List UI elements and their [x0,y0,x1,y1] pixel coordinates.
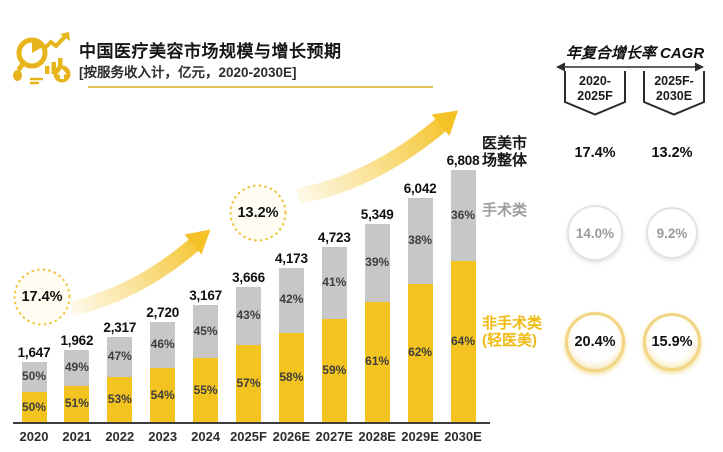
cagr-column-label: 2020- 2025F [577,74,613,103]
dotted-circle-icon [229,184,287,242]
bar-pct-label-nonsurgical: 50% [21,399,47,414]
bar-segment-surgical [64,350,90,386]
page-title: 中国医疗美容市场规模与增长预期 [79,42,342,61]
bar-pct-label-surgical: 36% [450,207,476,222]
bar-segment-surgical [236,286,261,346]
bar-total-label: 5,349 [360,207,394,223]
bar-total-label: 6,808 [446,153,480,168]
bar-total-label: 2,720 [146,304,180,320]
bar-pct-label-surgical: 41% [322,275,347,290]
bar-segment-nonsurgical [278,333,304,423]
bar-total-label: 3,666 [232,269,265,285]
bar-segment-surgical [21,361,47,393]
bar-segment-surgical [450,170,476,262]
bar-pct-label-nonsurgical: 53% [107,392,132,407]
cagr-circle-surgical-1: 14.0% [567,205,623,261]
x-axis-label: 2027E [315,429,354,444]
bar-total-label: 3,167 [189,288,222,304]
bar-pct-label-nonsurgical: 54% [150,387,175,402]
bar-segment-nonsurgical [407,283,433,423]
bar-total-label: 1,647 [17,344,51,360]
page-subtitle: [按服务收入计，亿元，2020-2030E] [79,65,297,80]
bar-segment-surgical [321,247,347,320]
cagr-column-label: 2025F- 2030E [654,74,694,103]
bar-pct-label-surgical: 42% [279,292,304,307]
header-divider-line [88,86,433,88]
bar-segment-nonsurgical [364,301,390,423]
banner-ribbon-icon [564,71,626,116]
dotted-circle-icon [13,268,71,326]
bar-pct-label-nonsurgical: 64% [450,334,476,349]
bar-pct-label-nonsurgical: 62% [408,345,433,360]
bar-pct-label-nonsurgical: 51% [64,396,89,411]
x-axis-line [13,422,490,424]
bar-segment-surgical [278,267,304,334]
x-axis-label: 2023 [148,429,178,444]
series-label-surgical: 手术类 [482,202,528,219]
bar-total-label: 2,317 [103,319,137,335]
bar-segment-nonsurgical [236,345,261,423]
bar-pct-label-surgical: 46% [150,337,175,352]
bar-pct-label-nonsurgical: 55% [193,382,218,397]
growth-badge-value: 13.2% [237,205,279,221]
bar-pct-label-nonsurgical: 61% [365,354,390,369]
bar-segment-surgical [364,224,390,302]
bar-segment-nonsurgical [450,261,476,423]
bar-segment-nonsurgical [193,358,219,423]
growth-badge-2020-2025: 17.4% [12,267,72,327]
bar-pct-label-surgical: 43% [236,308,261,323]
cagr-circle-surgical-2: 9.2% [646,207,698,259]
bar-pct-label-nonsurgical: 57% [236,376,261,391]
bar-pct-label-surgical: 39% [365,254,390,269]
x-axis-label: 2022 [105,429,135,444]
bar-total-label: 1,962 [60,333,94,349]
x-axis-label: 2024 [191,429,221,444]
bar-pct-label-surgical: 45% [193,323,218,338]
bar-segment-nonsurgical [321,319,347,423]
bar-total-label: 4,173 [274,250,308,266]
banner-ribbon-icon [643,71,705,116]
bar-segment-surgical [150,321,176,369]
bar-segment-surgical [193,305,219,359]
bar-pct-label-surgical: 38% [408,233,433,248]
bar-pct-label-surgical: 49% [64,359,89,374]
double-arrow-icon [556,62,704,72]
bar-total-label: 6,042 [403,181,437,197]
x-axis-label: 2030E [444,429,482,444]
bar-pct-label-surgical: 50% [21,369,47,384]
x-axis-label: 2020 [19,429,49,444]
x-axis-label: 2025F [230,429,267,444]
x-axis-label: 2029E [401,429,439,444]
bar-segment-nonsurgical [21,392,47,423]
bar-pct-label-surgical: 47% [107,349,132,364]
cagr-column-banner-1: 2020- 2025F [562,71,628,121]
cagr-panel-title: 年复合增长率 CAGR [565,45,705,62]
growth-badge-value: 17.4% [21,289,63,305]
x-axis-label: 2021 [62,429,92,444]
bar-pct-label-nonsurgical: 58% [279,370,304,385]
bar-segment-surgical [107,336,133,378]
cagr-value-market-total-1: 17.4% [574,145,616,161]
bar-segment-nonsurgical [107,377,133,423]
growth-badge-2025-2030: 13.2% [228,183,288,243]
x-axis-label: 2026E [272,429,311,444]
cagr-column-banner-2: 2025F- 2030E [641,71,707,121]
bar-segment-nonsurgical [64,385,90,423]
cagr-circle-nonsurgical-1: 20.4% [565,312,625,372]
bar-total-label: 4,723 [317,230,351,246]
x-axis-label: 2028E [358,429,396,444]
bar-pct-label-nonsurgical: 59% [322,363,347,378]
bar-segment-surgical [407,198,433,284]
cagr-value-market-total-2: 13.2% [651,145,693,161]
series-label-market-total: 医美市 场整体 [482,135,528,170]
bar-segment-nonsurgical [150,368,176,423]
cagr-circle-nonsurgical-2: 15.9% [643,313,701,371]
series-label-nonsurgical: 非手术类 (轻医美) [482,315,543,350]
market-analysis-icon [13,32,71,85]
